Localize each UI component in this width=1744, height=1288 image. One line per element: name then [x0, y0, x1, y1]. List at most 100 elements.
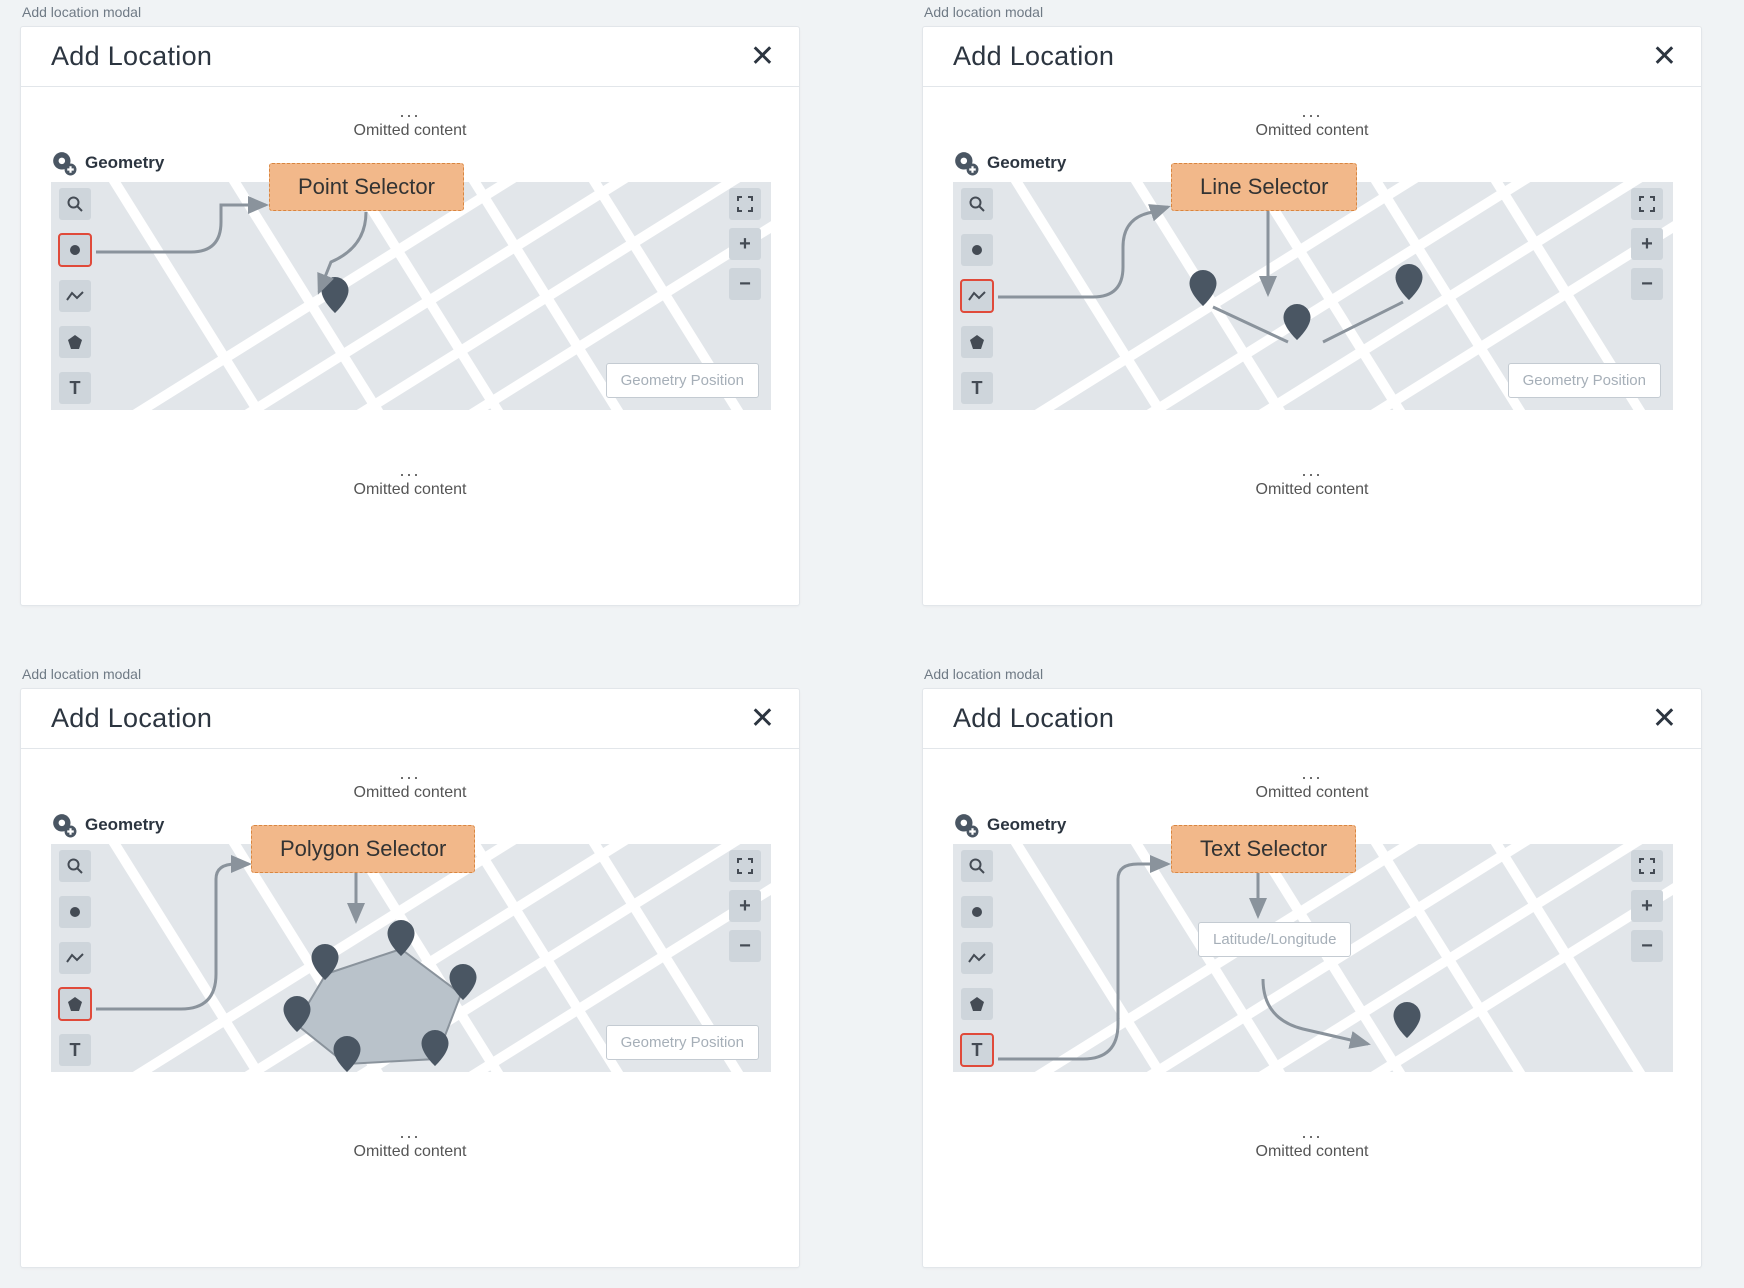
geometry-icon: [51, 812, 77, 838]
zoom-in-button[interactable]: +: [729, 228, 761, 260]
map-pin: [333, 1036, 361, 1072]
geometry-position-box: Geometry Position: [606, 363, 759, 398]
geometry-label: Geometry: [85, 153, 164, 173]
ellipsis-top: ...: [953, 763, 1671, 784]
fullscreen-button[interactable]: [729, 850, 761, 882]
zoom-in-button[interactable]: +: [729, 890, 761, 922]
ellipsis-bottom: ...: [51, 460, 769, 481]
line-selector-callout: Line Selector: [1171, 163, 1357, 211]
map-pin: [387, 920, 415, 956]
map-zoom-controls: + −: [729, 188, 761, 300]
map-pin: [449, 964, 477, 1000]
modal-header: Add Location ✕: [923, 27, 1701, 87]
zoom-out-button[interactable]: −: [729, 930, 761, 962]
modal-title: Add Location: [953, 703, 1114, 734]
ellipsis-bottom: ...: [953, 1122, 1671, 1143]
zoom-out-button[interactable]: −: [729, 268, 761, 300]
add-location-modal: Add Location ✕ ... Omitted content Geome…: [922, 26, 1702, 606]
panel-caption: Add location modal: [924, 666, 1702, 682]
zoom-out-button[interactable]: −: [1631, 268, 1663, 300]
map-zoom-controls: + −: [1631, 188, 1663, 300]
ellipsis-bottom: ...: [953, 460, 1671, 481]
zoom-in-button[interactable]: +: [1631, 228, 1663, 260]
add-location-modal: Add Location ✕ ... Omitted content Geome…: [20, 688, 800, 1268]
arrow-latlon-to-pin: [1253, 974, 1403, 1054]
map-pin: [1189, 270, 1217, 306]
omitted-top: Omitted content: [953, 784, 1671, 802]
fullscreen-button[interactable]: [729, 188, 761, 220]
arrow-callout-to-polygon: [341, 871, 371, 931]
arrow-tool-to-callout: [963, 859, 1183, 1079]
map-pin: [311, 944, 339, 980]
map-zoom-controls: + −: [729, 850, 761, 962]
map-pin: [283, 996, 311, 1032]
omitted-top: Omitted content: [51, 784, 769, 802]
map-pin: [421, 1030, 449, 1066]
modal-body: ... Omitted content Geometry Line Select…: [923, 87, 1701, 519]
omitted-bottom: Omitted content: [953, 481, 1671, 499]
panel-grid: Add location modal Add Location ✕ ... Om…: [20, 4, 1724, 1268]
panel-caption: Add location modal: [22, 666, 800, 682]
polygon-tool[interactable]: [961, 326, 993, 358]
arrow-callout-to-pin: [311, 207, 391, 307]
polygon-tool[interactable]: [59, 326, 91, 358]
map-pin: [1395, 264, 1423, 300]
search-tool[interactable]: [961, 188, 993, 220]
arrow-tool-to-callout: [61, 197, 281, 277]
geometry-icon: [953, 812, 979, 838]
panel-line: Add location modal Add Location ✕ ... Om…: [922, 4, 1702, 606]
modal-header: Add Location ✕: [21, 27, 799, 87]
geometry-icon: [953, 150, 979, 176]
text-tool[interactable]: T: [961, 372, 993, 404]
arrow-tool-to-callout: [963, 237, 1183, 317]
zoom-in-button[interactable]: +: [1631, 890, 1663, 922]
geometry-position-box: Geometry Position: [1508, 363, 1661, 398]
modal-title: Add Location: [51, 703, 212, 734]
arrow-callout-to-latlon: [1243, 871, 1273, 926]
add-location-modal: Add Location ✕ ... Omitted content Geome…: [20, 26, 800, 606]
modal-title: Add Location: [953, 41, 1114, 72]
modal-title: Add Location: [51, 41, 212, 72]
arrow-tool-to-callout: [61, 859, 261, 1039]
omitted-top: Omitted content: [953, 122, 1671, 140]
modal-header: Add Location ✕: [923, 689, 1701, 749]
panel-caption: Add location modal: [924, 4, 1702, 20]
omitted-bottom: Omitted content: [51, 481, 769, 499]
point-selector-callout: Point Selector: [269, 163, 464, 211]
geometry-label: Geometry: [987, 815, 1066, 835]
omitted-bottom: Omitted content: [51, 1143, 769, 1161]
panel-polygon: Add location modal Add Location ✕ ... Om…: [20, 666, 800, 1268]
map-pin: [1283, 304, 1311, 340]
map-zoom-controls: + −: [1631, 850, 1663, 962]
panel-point: Add location modal Add Location ✕ ... Om…: [20, 4, 800, 606]
panel-caption: Add location modal: [22, 4, 800, 20]
line-tool[interactable]: [59, 280, 91, 312]
fullscreen-button[interactable]: [1631, 188, 1663, 220]
add-location-modal: Add Location ✕ ... Omitted content Geome…: [922, 688, 1702, 1268]
close-icon[interactable]: ✕: [750, 42, 775, 72]
text-selector-callout: Text Selector: [1171, 825, 1356, 873]
geometry-label: Geometry: [85, 815, 164, 835]
geometry-label: Geometry: [987, 153, 1066, 173]
geometry-icon: [51, 150, 77, 176]
omitted-bottom: Omitted content: [953, 1143, 1671, 1161]
zoom-out-button[interactable]: −: [1631, 930, 1663, 962]
modal-body: ... Omitted content Geometry Text Select…: [923, 749, 1701, 1181]
ellipsis-bottom: ...: [51, 1122, 769, 1143]
ellipsis-top: ...: [51, 101, 769, 122]
modal-body: ... Omitted content Geometry Point Selec…: [21, 87, 799, 519]
close-icon[interactable]: ✕: [750, 704, 775, 734]
panel-text: Add location modal Add Location ✕ ... Om…: [922, 666, 1702, 1268]
ellipsis-top: ...: [51, 763, 769, 784]
modal-body: ... Omitted content Geometry Polygon Sel…: [21, 749, 799, 1181]
geometry-position-box: Geometry Position: [606, 1025, 759, 1060]
arrow-callout-to-line: [1253, 209, 1283, 304]
close-icon[interactable]: ✕: [1652, 704, 1677, 734]
line-segments: [1193, 272, 1473, 372]
text-tool[interactable]: T: [59, 372, 91, 404]
modal-header: Add Location ✕: [21, 689, 799, 749]
polygon-selector-callout: Polygon Selector: [251, 825, 475, 873]
latitude-longitude-input[interactable]: Latitude/Longitude: [1198, 922, 1351, 957]
close-icon[interactable]: ✕: [1652, 42, 1677, 72]
fullscreen-button[interactable]: [1631, 850, 1663, 882]
